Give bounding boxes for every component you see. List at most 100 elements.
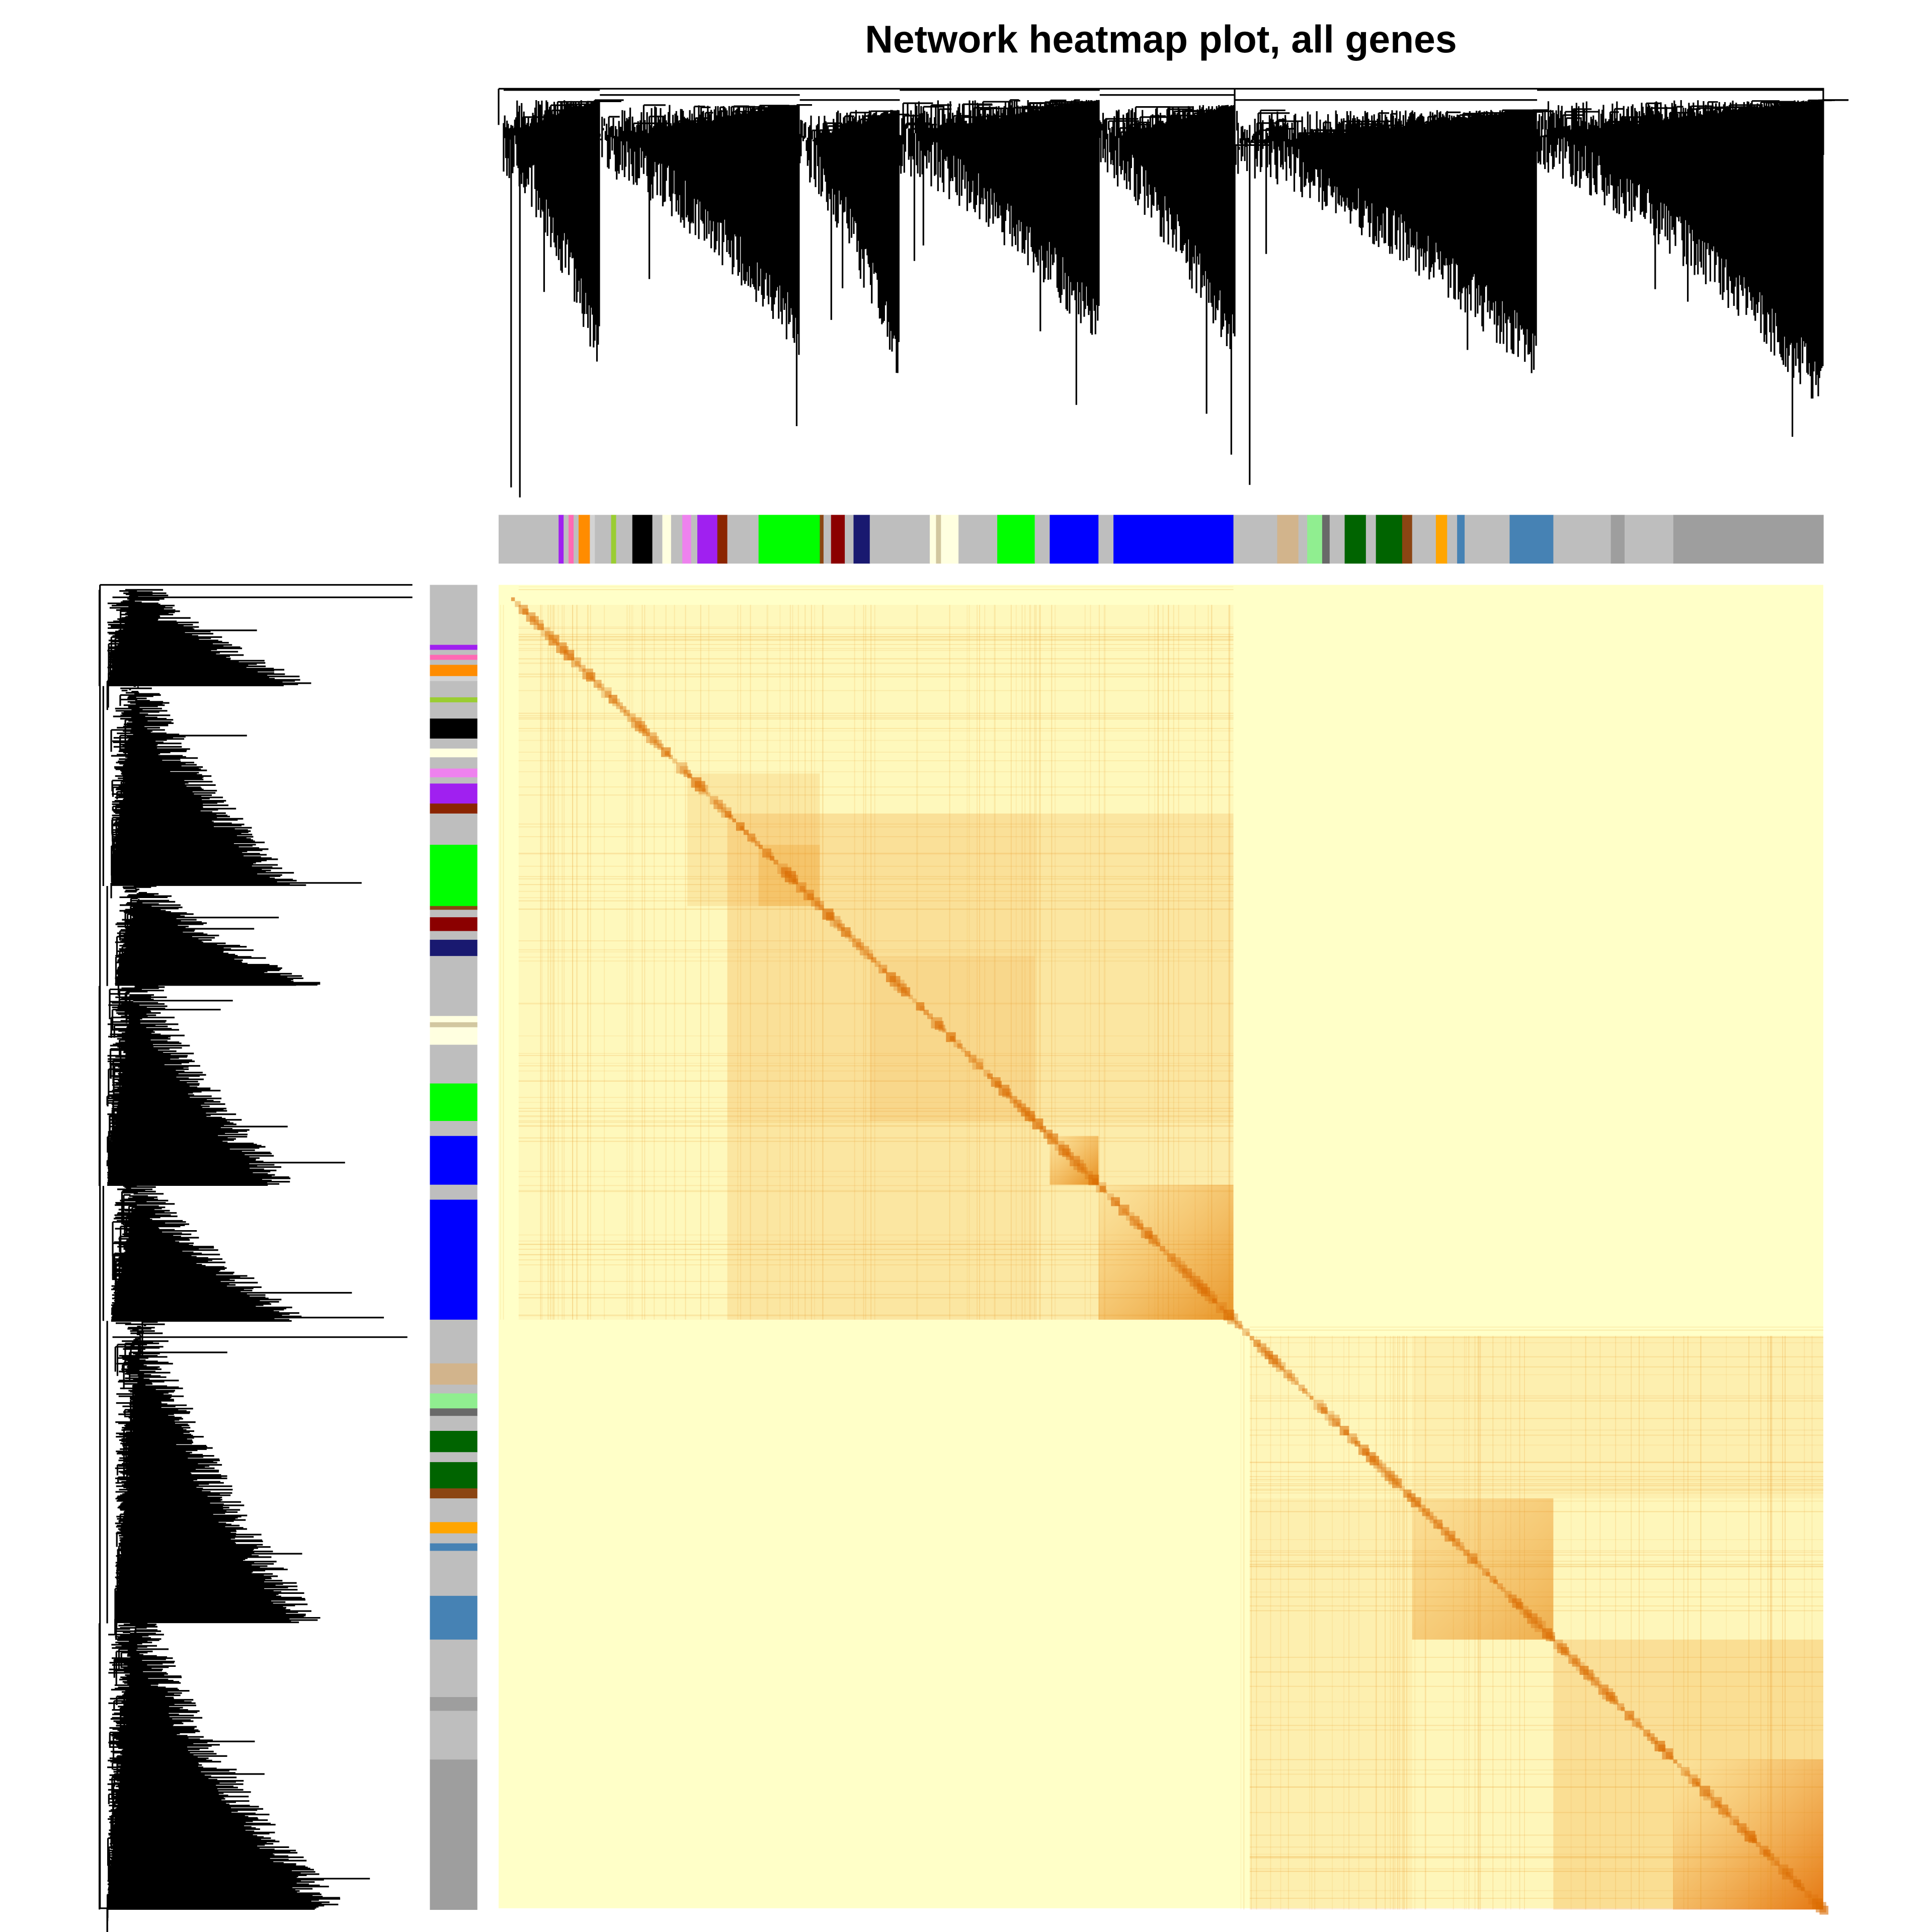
heatmap-diagonal [1636,1722,1642,1728]
module-color-top [558,515,564,564]
heatmap-streak [518,794,1234,796]
heatmap-streak [1249,1342,1823,1343]
module-color-left [430,697,477,703]
module-color-top [574,515,579,564]
module-color-left [430,910,477,918]
heatmap-streak [1249,1552,1823,1553]
heatmap-streak [1479,1336,1481,1910]
heatmap-streak [1249,1539,1823,1541]
heatmap-block [1553,1759,1673,1910]
heatmap-diagonal [702,788,706,792]
heatmap-streak [1249,1563,1823,1565]
heatmap-diagonal [564,650,575,661]
heatmap-streak [1256,1336,1257,1910]
heatmap-diagonal [590,676,594,681]
heatmap-streak [1157,605,1159,1320]
heatmap-streak [518,1081,1234,1082]
heatmap-diagonal [923,1009,929,1015]
heatmap-streak [518,643,1234,645]
heatmap-streak [518,1035,1234,1036]
heatmap-streak [518,1171,1234,1172]
heatmap-diagonal [1486,1572,1491,1577]
heatmap-streak [1249,1890,1823,1891]
heatmap-streak [564,605,565,1320]
heatmap-streak [1700,1336,1702,1910]
heatmap-streak [518,1097,1234,1098]
heatmap-streak [518,1244,1234,1245]
heatmap-diagonal [1665,1752,1673,1759]
heatmap-streak [1425,1336,1426,1910]
heatmap-streak [994,605,995,1320]
heatmap-streak [518,639,1234,641]
heatmap-streak [1029,605,1030,1320]
heatmap-diagonal [1471,1557,1478,1564]
module-color-top [1098,515,1114,564]
module-color-left [430,906,477,910]
heatmap-streak [518,949,1234,950]
heatmap-streak [1643,1336,1645,1910]
heatmap-diagonal [732,818,737,823]
module-color-left [430,1016,477,1023]
module-color-left [430,777,477,784]
module-color-top [1233,515,1278,564]
heatmap-diagonal [1272,1358,1281,1367]
heatmap-streak [518,658,1234,660]
heatmap-streak [1162,605,1164,1320]
heatmap-streak [1402,1336,1404,1910]
heatmap-streak [604,605,605,1320]
module-color-top [1447,515,1458,564]
heatmap-diagonal [972,1058,984,1070]
heatmap-streak [1051,605,1053,1320]
heatmap-diagonal [841,927,851,937]
heatmap-streak [1249,1729,1823,1731]
heatmap-diagonal [1426,1512,1434,1520]
heatmap-streak [1249,1897,1823,1899]
heatmap-streak [1194,605,1196,1320]
heatmap-streak [1811,1336,1813,1910]
heatmap-diagonal [1137,1223,1144,1230]
heatmap-streak [1010,605,1012,1320]
heatmap-streak [767,605,769,1320]
heatmap-diagonal [1047,1133,1059,1145]
heatmap-diagonal [1523,1609,1532,1618]
module-color-left [430,1408,477,1416]
module-color-top [1344,515,1366,564]
heatmap-streak [1492,1336,1494,1910]
heatmap-streak [1249,1462,1823,1464]
heatmap-diagonal [537,623,544,630]
heatmap-diagonal [1819,1905,1829,1915]
heatmap-streak [1249,1671,1823,1672]
heatmap-diagonal [695,781,705,792]
heatmap-diagonal [747,833,756,842]
heatmap-streak [1770,1336,1772,1910]
heatmap-diagonal [698,784,708,794]
heatmap-diagonal [1452,1538,1461,1547]
module-color-left [430,813,477,845]
heatmap-streak [572,605,573,1320]
heatmap-diagonal [1546,1632,1555,1642]
heatmap-streak [541,605,543,1320]
heatmap-streak [1249,1787,1823,1788]
heatmap-streak [518,1240,1234,1242]
heatmap-streak [549,605,551,1320]
module-color-top [936,515,942,564]
module-color-left [430,1120,477,1137]
module-color-top [1402,515,1413,564]
heatmap-streak [1771,1336,1773,1910]
module-color-top [997,515,1035,564]
heatmap-streak [1229,605,1231,1320]
heatmap-diagonal [1504,1590,1512,1598]
heatmap-streak [518,760,1234,762]
heatmap-diagonal [1103,1189,1107,1194]
module-color-left [430,585,477,646]
heatmap-diagonal [687,773,692,778]
heatmap-diagonal [901,987,911,997]
heatmap-streak [1510,1336,1511,1910]
heatmap-diagonal [1639,1726,1644,1730]
heatmap-streak [518,852,1234,854]
heatmap-diagonal [1703,1789,1715,1801]
heatmap-streak [1249,1561,1823,1562]
heatmap-streak [1249,1476,1823,1477]
heatmap-streak [1055,605,1056,1320]
heatmap-diagonal [1793,1879,1801,1888]
